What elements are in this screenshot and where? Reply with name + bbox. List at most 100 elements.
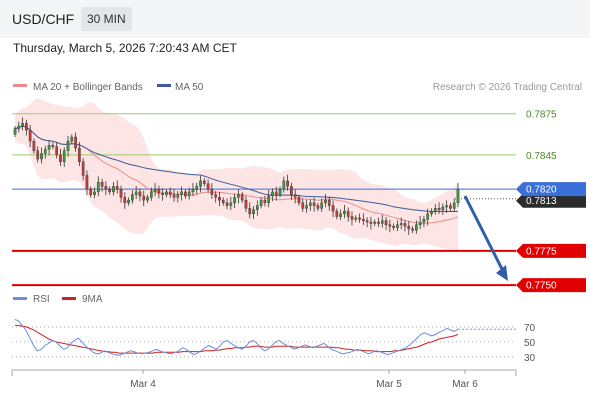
candle [430, 208, 433, 217]
x-axis: Mar 4 Mar 5 Mar 6 [11, 370, 517, 390]
candle [74, 132, 77, 152]
forecast-arrow [463, 195, 508, 282]
candle [202, 178, 206, 187]
candle [43, 145, 47, 159]
candle [452, 198, 456, 212]
candle [271, 188, 274, 202]
candle [392, 223, 395, 231]
ma50-legend-label: MA 50 [175, 82, 204, 93]
forecast-arrow-head [496, 265, 508, 282]
candle [365, 217, 369, 228]
timeframe-badge[interactable]: 30 MIN [81, 7, 132, 31]
candle [324, 194, 327, 208]
rsi-tick-30: 30 [524, 353, 536, 364]
rsi-panel: 70 50 30 [12, 319, 536, 364]
candle [339, 209, 342, 221]
rsi-ma-legend-swatch [62, 297, 76, 300]
candle [81, 158, 85, 181]
candle [47, 140, 51, 156]
support-tag-1: 0.7775 [516, 243, 586, 258]
candle [172, 188, 176, 202]
copyright-label: Research © 2026 Trading Central [433, 82, 582, 93]
candle [218, 192, 221, 207]
candle [411, 226, 414, 234]
price-levels [12, 113, 516, 287]
candle [210, 183, 214, 200]
candle [244, 195, 248, 212]
resistance-label-1: 0.7875 [526, 110, 557, 121]
candle [252, 206, 255, 220]
candle [308, 199, 312, 211]
candle [104, 181, 108, 196]
candle [293, 189, 297, 204]
candle [350, 211, 354, 226]
support-tag-2: 0.7750 [516, 278, 586, 293]
candle [96, 176, 100, 197]
candle [358, 213, 361, 223]
candle [138, 188, 142, 202]
candle [17, 121, 21, 133]
rsi-legend-label: RSI [33, 294, 50, 305]
candle [176, 191, 180, 203]
candle [278, 186, 282, 198]
candle [263, 195, 267, 207]
ma50-line [14, 125, 459, 212]
candle [354, 215, 358, 223]
ma20-legend-label: MA 20 + Bollinger Bands [33, 82, 143, 93]
candle [25, 119, 28, 136]
candle [51, 142, 55, 150]
symbol-title: USD/CHF [12, 11, 75, 27]
candle [369, 216, 373, 230]
candle [78, 141, 81, 167]
candle [445, 200, 448, 214]
candle [108, 186, 111, 195]
candle [36, 146, 40, 163]
candle [312, 197, 316, 212]
candle [373, 219, 377, 227]
x-tick-label: Mar 5 [376, 379, 402, 390]
x-tick-label: Mar 4 [130, 379, 156, 390]
datetime-label: Thursday, March 5, 2026 7:20:43 AM CET [13, 41, 237, 55]
candle [112, 182, 115, 196]
candle [127, 197, 130, 206]
rsi-tick-50: 50 [524, 338, 536, 349]
candle [346, 207, 350, 222]
candle [456, 183, 460, 208]
rsi-ma-line [15, 324, 459, 354]
candle [255, 200, 259, 216]
candle [335, 208, 339, 220]
candle [282, 176, 286, 193]
candle [13, 126, 17, 138]
resistance-label-2: 0.7845 [526, 151, 557, 162]
candle [184, 189, 187, 199]
candle [415, 220, 418, 234]
candle [396, 220, 399, 232]
candle [131, 190, 134, 204]
header-bar: USD/CHF 30 MIN [0, 0, 590, 38]
candle [153, 183, 157, 197]
candle [331, 200, 335, 218]
candle [380, 214, 384, 228]
candle [66, 135, 70, 157]
bollinger-bands [15, 98, 458, 252]
rsi-ma-legend-label: 9MA [82, 294, 103, 305]
candle [384, 217, 388, 231]
candle [214, 191, 218, 203]
candle [55, 142, 58, 159]
candle [343, 205, 346, 219]
candle [40, 147, 43, 164]
candle [149, 187, 153, 201]
rsi-legend-swatch [13, 297, 27, 300]
candle [146, 194, 149, 203]
candle [290, 182, 293, 200]
candle [449, 202, 452, 212]
candle [123, 192, 127, 209]
candle [134, 185, 138, 200]
candle [320, 198, 324, 212]
candle [305, 199, 308, 213]
candle [399, 217, 403, 230]
candle [59, 148, 62, 167]
candle [362, 213, 365, 226]
rsi-tick-70: 70 [524, 323, 536, 334]
